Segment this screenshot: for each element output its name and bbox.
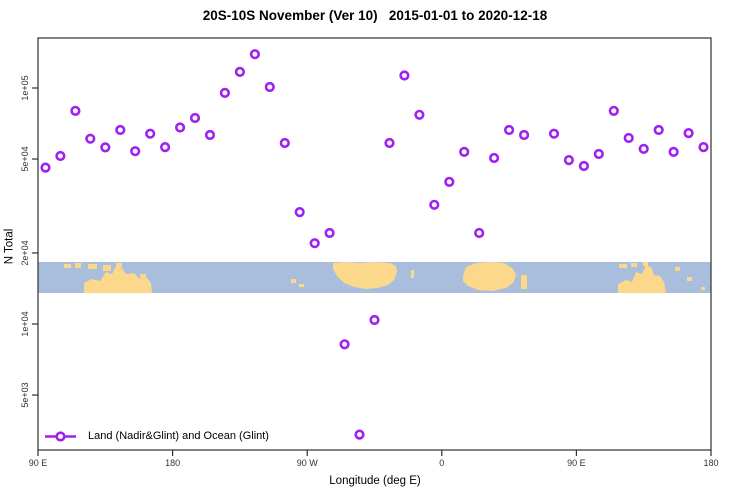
data-point (234, 66, 245, 77)
data-point (638, 143, 649, 154)
y-tick-label: 1e+05 (20, 75, 30, 100)
map-strip-land (687, 277, 692, 281)
data-point (683, 128, 694, 139)
data-point (115, 124, 126, 136)
map-strip-land (618, 265, 666, 293)
data-point (698, 142, 709, 153)
map-strip-land (619, 264, 627, 268)
map-strip-land (84, 266, 152, 293)
map-strip-land (631, 263, 637, 267)
data-point (474, 227, 485, 239)
data-point (518, 129, 530, 141)
data-point (593, 148, 604, 160)
data-point (160, 142, 171, 153)
x-tick-label: 90 W (297, 458, 319, 468)
data-point (548, 128, 560, 139)
y-tick-label: 5e+03 (20, 382, 30, 407)
map-strip-land (675, 267, 680, 271)
map-strip-land (643, 262, 648, 266)
y-tick-label: 1e+04 (20, 311, 30, 336)
x-tick-label: 90 E (29, 458, 48, 468)
map-strip-land (299, 284, 304, 287)
map-strip-land (75, 263, 81, 268)
data-point (369, 314, 380, 326)
data-point (504, 124, 515, 136)
data-point (40, 162, 51, 173)
data-point (249, 49, 260, 60)
y-axis-title: N Total (3, 228, 16, 265)
data-point (384, 137, 395, 149)
data-point (189, 112, 201, 124)
data-point (429, 199, 440, 210)
data-point (264, 81, 275, 93)
y-tick-label: 2e+04 (20, 240, 30, 265)
x-tick-label: 180 (165, 458, 180, 468)
legend-marker-icon (55, 431, 66, 442)
map-strip-land (411, 270, 414, 278)
map-strip-land (103, 265, 111, 271)
map-strip-land (333, 262, 397, 289)
data-point (130, 146, 141, 157)
data-point (563, 155, 575, 166)
data-point (459, 146, 470, 157)
data-point (489, 152, 500, 164)
x-tick-label: 0 (439, 458, 444, 468)
data-point (279, 137, 290, 149)
legend-label: Land (Nadir&Glint) and Ocean (Glint) (88, 430, 269, 442)
data-point (55, 150, 66, 162)
data-point (294, 207, 305, 218)
data-point (608, 105, 619, 116)
y-tick-label: 5e+04 (20, 146, 30, 171)
plot-border (37, 37, 712, 451)
map-strip-land (88, 264, 97, 269)
data-point (578, 160, 590, 172)
map-strip-land (463, 262, 516, 291)
data-point (623, 132, 634, 144)
data-point (653, 124, 664, 136)
x-tick-label: 90 E (567, 458, 586, 468)
data-point (668, 146, 679, 157)
data-point (145, 128, 156, 139)
map-strip-land (64, 264, 71, 268)
data-point (204, 129, 216, 141)
data-point (324, 227, 335, 239)
map-strip-land (521, 275, 527, 289)
map-strip-land (116, 263, 122, 267)
map-strip-land (701, 287, 705, 290)
data-point (175, 122, 186, 133)
data-point (309, 238, 320, 249)
x-tick-label: 180 (703, 458, 718, 468)
data-point (399, 70, 410, 81)
data-point (414, 109, 425, 120)
data-point (354, 429, 365, 440)
map-strip-land (140, 274, 146, 278)
data-point (219, 87, 230, 98)
data-point (70, 105, 81, 116)
data-point (444, 176, 455, 187)
map-strip-land (291, 279, 296, 283)
chart-title: 20S-10S November (Ver 10) 2015-01-01 to … (202, 8, 548, 23)
x-axis-title: Longitude (deg E) (329, 475, 421, 487)
data-point (339, 339, 350, 350)
data-point (85, 133, 96, 144)
data-point (100, 142, 111, 153)
